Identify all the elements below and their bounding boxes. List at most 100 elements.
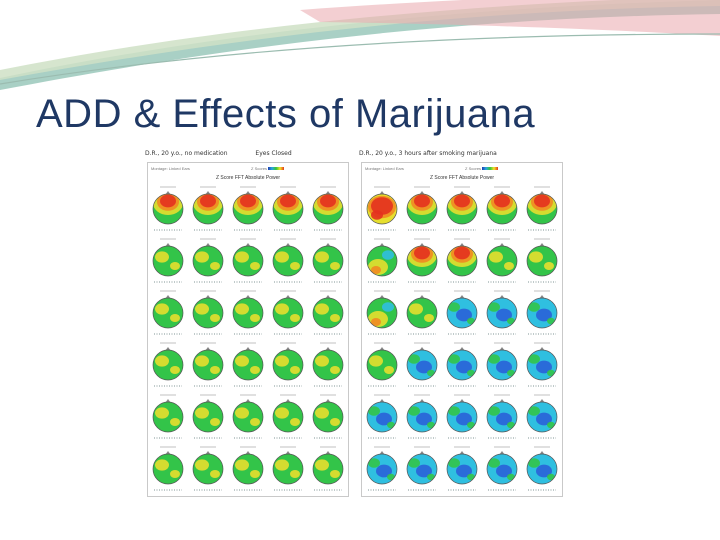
topomap-activity-blob — [448, 458, 460, 468]
topomap-outline — [272, 401, 304, 433]
topomap-head — [406, 446, 438, 491]
topomap-outline — [446, 193, 478, 225]
topomap-head — [486, 290, 518, 335]
topomap-head — [366, 446, 398, 491]
topomap-activity-blob — [489, 251, 503, 263]
topomap-head — [366, 186, 398, 231]
topomap-head — [152, 238, 184, 283]
topomap-activity-blob — [488, 406, 500, 416]
topomap-head — [446, 290, 478, 335]
topomap-head — [446, 394, 478, 439]
decorative-swoosh-header — [0, 0, 720, 90]
topomap-outline — [526, 349, 558, 381]
topomap-activity-blob — [387, 421, 395, 429]
topomap-head — [192, 446, 224, 491]
topomap-head — [312, 446, 344, 491]
topomap-outline — [446, 297, 478, 329]
topomap-outline — [366, 297, 398, 329]
topomap-activity-blob — [534, 194, 550, 208]
topomap-head — [406, 238, 438, 283]
topomap-outline — [446, 245, 478, 277]
topomap-head — [192, 186, 224, 231]
topomap-outline — [406, 401, 438, 433]
topomap-activity-blob — [275, 251, 289, 263]
topomap-activity-blob — [235, 355, 249, 367]
panel-header-subject: D.R., 20 y.o., no medication — [145, 150, 228, 157]
topomap-head — [366, 238, 398, 283]
topomap-head — [152, 290, 184, 335]
color-scale-bar — [482, 167, 499, 171]
topomap-activity-blob — [496, 308, 512, 322]
topomap-outline — [232, 297, 264, 329]
topomap-outline — [526, 193, 558, 225]
topomap-activity-blob — [507, 421, 515, 429]
topomap-head — [312, 186, 344, 231]
topomap-head — [312, 394, 344, 439]
topomap-head — [486, 446, 518, 491]
topomap-activity-blob — [160, 194, 176, 208]
color-scale-bar — [268, 167, 285, 171]
topomap-outline — [366, 349, 398, 381]
topomap-outline — [486, 453, 518, 485]
topomap-head — [486, 342, 518, 387]
topomap-activity-blob — [368, 458, 380, 468]
topomap-outline — [446, 453, 478, 485]
topomap-activity-blob — [382, 302, 394, 312]
topomap-activity-blob — [467, 421, 475, 429]
topomap-activity-blob — [210, 470, 220, 478]
topomap-head — [312, 342, 344, 387]
topomap-activity-blob — [454, 246, 470, 260]
topomap-activity-blob — [536, 412, 552, 426]
topomap-activity-blob — [371, 266, 381, 274]
topomap-outline — [152, 349, 184, 381]
panel-no-medication: D.R., 20 y.o., no medication Eyes Closed… — [143, 148, 351, 498]
topomap-activity-blob — [240, 194, 256, 208]
topomap-activity-blob — [250, 418, 260, 426]
topomap-activity-blob — [210, 262, 220, 270]
topomap-outline — [486, 349, 518, 381]
topomap-activity-blob — [170, 366, 180, 374]
sheet-title: Z Score FFT Absolute Power — [429, 175, 495, 181]
topomap-activity-blob — [467, 473, 475, 481]
topomap-head — [526, 342, 558, 387]
topomap-outline — [486, 193, 518, 225]
topomap-activity-blob — [544, 262, 554, 270]
topomap-outline — [446, 401, 478, 433]
topomap-outline — [272, 453, 304, 485]
topomap-activity-blob — [528, 302, 540, 312]
topomap-head — [232, 238, 264, 283]
topomap-activity-blob — [467, 317, 475, 325]
topomap-head — [406, 394, 438, 439]
topomap-activity-blob — [414, 194, 430, 208]
topomap-outline — [366, 193, 398, 225]
topomap-activity-blob — [368, 406, 380, 416]
topomap-outline — [312, 245, 344, 277]
topomap-head — [406, 290, 438, 335]
panel-after-marijuana: D.R., 20 y.o., 3 hours after smoking mar… — [357, 148, 565, 498]
topomap-activity-blob — [330, 314, 340, 322]
topomap-outline — [526, 245, 558, 277]
topomap-activity-blob — [155, 251, 169, 263]
topomap-head — [232, 290, 264, 335]
topomap-activity-blob — [210, 418, 220, 426]
topomap-activity-blob — [496, 412, 512, 426]
topomap-outline — [366, 453, 398, 485]
topomap-outline — [406, 297, 438, 329]
topomap-head — [272, 394, 304, 439]
zscore-scale-label: Z Scores — [251, 166, 268, 171]
topomap-head — [406, 342, 438, 387]
topomap-activity-blob — [494, 194, 510, 208]
topomap-activity-blob — [507, 473, 515, 481]
topomap-head — [232, 394, 264, 439]
topomap-activity-blob — [496, 360, 512, 374]
topomap-activity-blob — [414, 246, 430, 260]
topomap-activity-blob — [408, 354, 420, 364]
topomap-head — [526, 238, 558, 283]
topomap-head — [526, 186, 558, 231]
topomap-outline — [232, 193, 264, 225]
topomap-outline — [406, 453, 438, 485]
topomap-outline — [406, 349, 438, 381]
topomap-head — [192, 394, 224, 439]
topomap-activity-blob — [536, 308, 552, 322]
